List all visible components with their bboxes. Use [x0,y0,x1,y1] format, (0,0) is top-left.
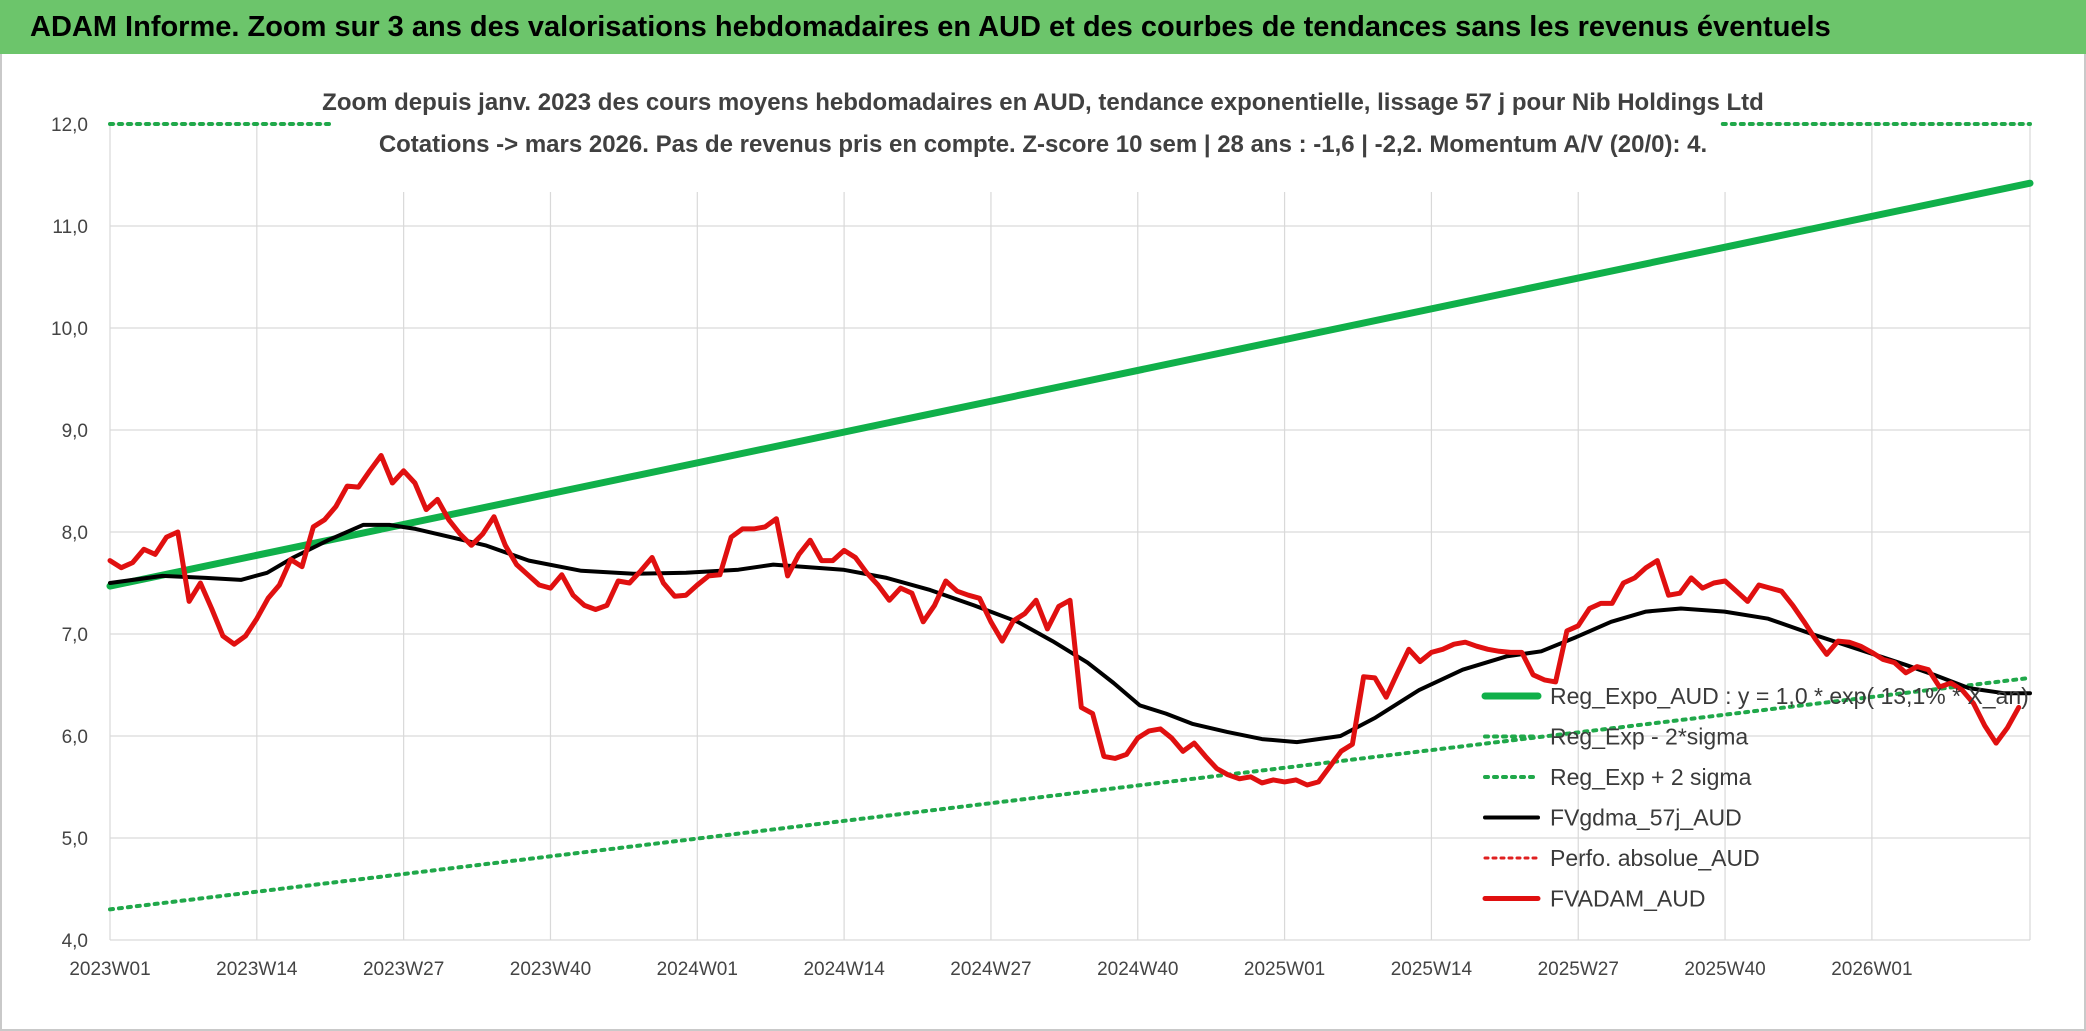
banner-title: ADAM Informe. Zoom sur 3 ans des valoris… [0,0,2086,54]
chart-title-block: Zoom depuis janv. 2023 des cours moyens … [322,76,1764,192]
series-line-fvgdma [108,522,2032,745]
series-line-reg-minus [108,675,2032,912]
legend-entry: FVgdma_57j_AUD [1550,805,1742,831]
y-tick-label: 12,0 [51,115,88,136]
x-tick-label: 2025W14 [1391,959,1473,980]
y-tick-label: 10,0 [51,319,88,340]
y-tick-label: 11,0 [52,217,88,238]
y-tick-label: 8,0 [62,523,88,544]
y-tick-label: 9,0 [62,421,88,442]
series-line-reg-expo [106,179,2034,590]
y-tick-label: 6,0 [62,727,88,748]
chart-area: 4,05,06,07,08,09,010,011,012,0 2023W01 20… [51,76,2034,980]
legend-entry: Perfo. absolue_AUD [1550,845,1760,871]
legend-entry: Reg_Exp - 2*sigma [1550,724,1748,750]
series-line-fvadam [107,453,2022,788]
chart-title-line-1: Zoom depuis janv. 2023 des cours moyens … [322,89,1764,116]
x-tick-label: 2023W14 [216,959,298,980]
x-tick-label: 2024W14 [803,959,885,980]
x-tick-label: 2023W40 [510,959,591,980]
x-tick-label: 2024W01 [657,959,738,980]
series-layer [106,122,2034,912]
x-axis: 2023W01 2023W14 2023W27 2023W40 2024W01 2024W… [69,959,1912,980]
y-tick-label: 5,0 [62,829,88,850]
legend-entry: Reg_Exp + 2 sigma [1550,764,1752,790]
x-tick-label: 2023W27 [363,959,444,980]
x-tick-label: 2025W01 [1244,959,1325,980]
x-tick-label: 2024W27 [950,959,1031,980]
legend-entry: Reg_Expo_AUD : y = 1,0 * exp( 13,1% * X_… [1550,683,2029,709]
legend: Reg_Expo_AUD : y = 1,0 * exp( 13,1% * X_… [1481,683,2029,912]
x-tick-label: 2024W40 [1097,959,1178,980]
y-tick-label: 4,0 [62,931,88,952]
y-axis: 4,0 5,0 6,0 7,0 8,0 9,0 10,0 11,0 12,0 [51,115,88,952]
x-tick-label: 2025W27 [1538,959,1619,980]
x-tick-label: 2023W01 [69,959,150,980]
x-tick-label: 2025W40 [1684,959,1765,980]
y-tick-label: 7,0 [62,625,88,646]
chart-title-line-2: Cotations -> mars 2026. Pas de revenus p… [379,131,1707,158]
x-tick-label: 2026W01 [1831,959,1912,980]
legend-entry: FVADAM_AUD [1550,886,1706,912]
